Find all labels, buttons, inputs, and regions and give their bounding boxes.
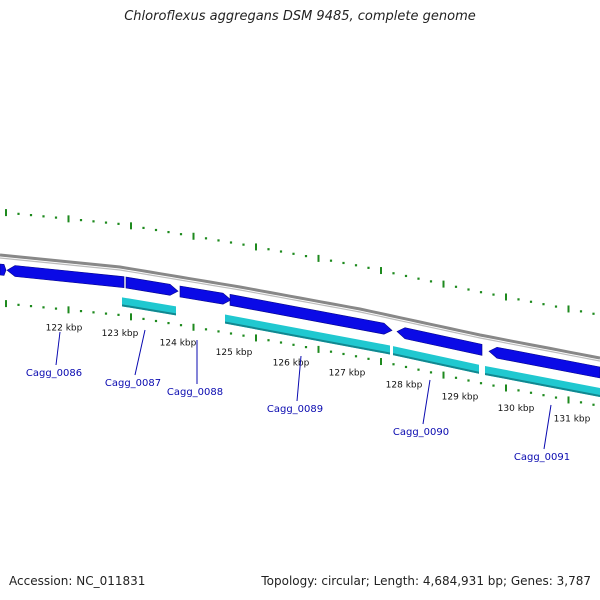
inner-tick-ring — [5, 300, 595, 406]
rna-feature-body — [393, 346, 479, 374]
rna-feature-shadow — [122, 304, 176, 316]
gene-label[interactable]: Cagg_0089 — [267, 404, 323, 415]
gene-label[interactable]: Cagg_0090 — [393, 427, 449, 438]
gene-label-connector — [296, 355, 302, 402]
cds-forward-arrow — [0, 263, 7, 276]
gene-track — [0, 263, 600, 397]
rna-feature-shadow — [393, 353, 479, 374]
gene-label[interactable]: Cagg_0091 — [514, 452, 570, 463]
kbp-scale-labels: 122 kbp 123 kbp 124 kbp 125 kbp 126 kbp 127 k… — [46, 323, 591, 424]
kbp-label: 122 kbp — [46, 323, 83, 333]
cds-forward-arrow — [229, 293, 393, 335]
genome-title: Chloroflexus aggregans DSM 9485, complet… — [124, 9, 476, 24]
kbp-label: 129 kbp — [442, 393, 479, 403]
backbone-inner-line — [0, 257, 600, 362]
kbp-label: 127 kbp — [329, 369, 366, 379]
gene-label-connector — [134, 329, 146, 376]
gene-label-connector — [55, 331, 61, 366]
rna-feature-body — [122, 297, 176, 316]
cds-reverse-arrow — [488, 346, 600, 379]
genome-backbone — [0, 253, 600, 362]
gene-label-connector — [422, 379, 431, 425]
backbone-outer-line — [0, 253, 600, 360]
kbp-label: 126 kbp — [273, 358, 310, 368]
kbp-label: 130 kbp — [498, 404, 535, 414]
accession-text: Accession: NC_011831 — [9, 574, 146, 588]
gene-label[interactable]: Cagg_0088 — [167, 387, 223, 398]
cds-reverse-arrow — [6, 265, 125, 288]
gene-labels: Cagg_0086 Cagg_0087 Cagg_0088 Cagg_0089 Cagg… — [26, 329, 570, 463]
cds-reverse-arrow — [396, 327, 483, 356]
kbp-label: 128 kbp — [386, 381, 423, 391]
kbp-label: 131 kbp — [554, 415, 591, 425]
gene-label-connector — [543, 404, 552, 450]
kbp-label: 125 kbp — [216, 348, 253, 358]
gene-label[interactable]: Cagg_0087 — [105, 378, 161, 389]
rna-feature-shadow — [485, 372, 600, 397]
rna-feature-shadow — [225, 321, 390, 355]
rna-feature-body — [225, 314, 390, 355]
kbp-label: 124 kbp — [160, 339, 197, 349]
cds-forward-arrow — [179, 285, 232, 305]
kbp-label: 123 kbp — [102, 329, 139, 339]
outer-tick-ring — [5, 209, 595, 315]
cds-forward-arrow — [125, 276, 179, 296]
genome-summary-text: Topology: circular; Length: 4,684,931 bp… — [261, 574, 591, 588]
rna-feature-body — [485, 365, 600, 397]
gene-label[interactable]: Cagg_0086 — [26, 368, 82, 379]
